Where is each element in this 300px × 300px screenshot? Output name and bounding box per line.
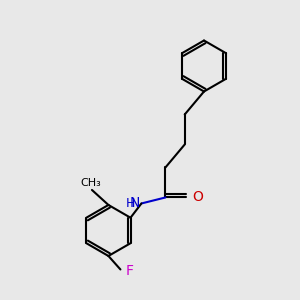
Text: CH₃: CH₃ (80, 178, 101, 188)
Text: N: N (130, 196, 140, 210)
Text: H: H (125, 197, 135, 210)
Text: F: F (126, 264, 134, 278)
Text: O: O (192, 190, 203, 205)
